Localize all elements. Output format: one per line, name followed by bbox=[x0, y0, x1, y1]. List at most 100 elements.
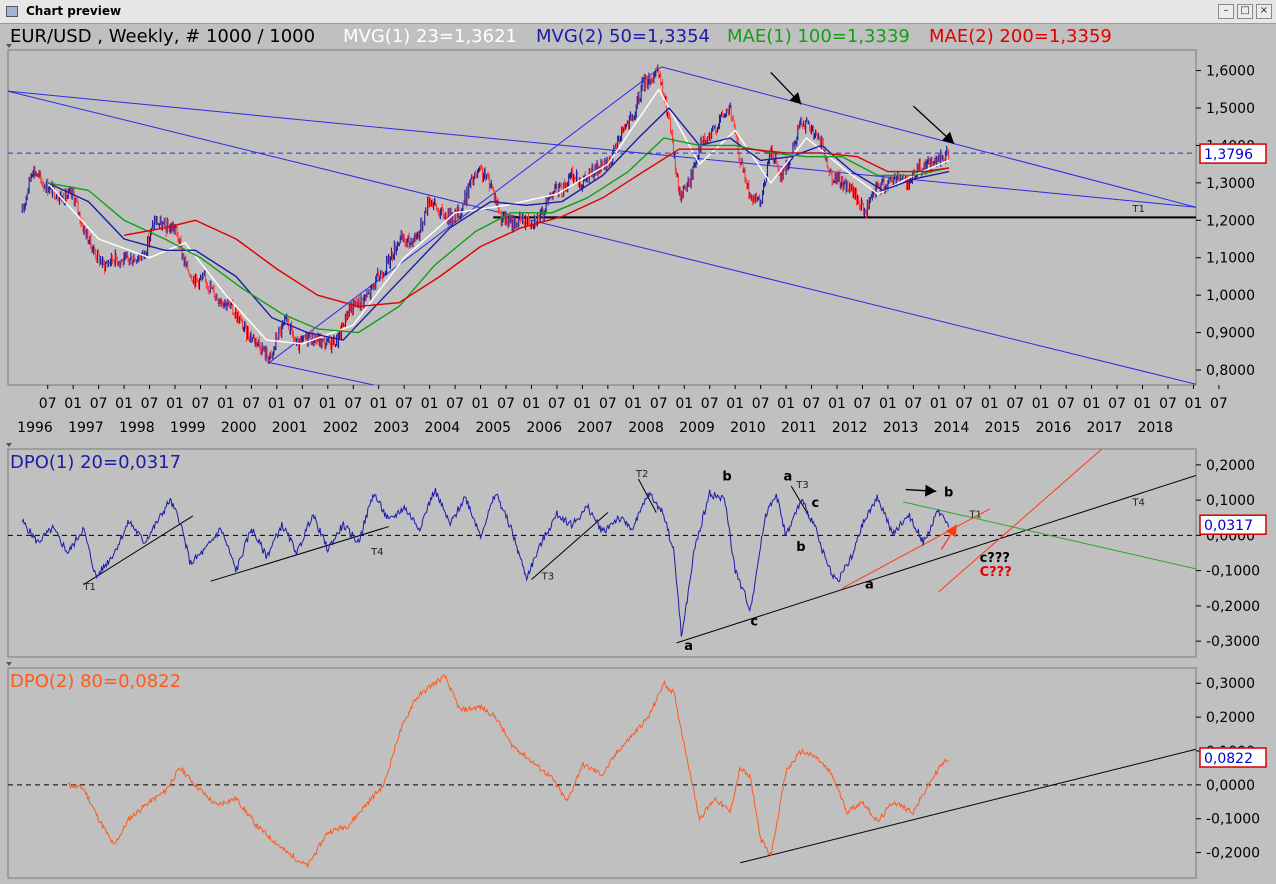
y-tick-label: 0,9000 bbox=[1206, 326, 1255, 342]
window-title: Chart preview bbox=[26, 4, 122, 18]
x-tick-month: 01 bbox=[1185, 396, 1203, 412]
legend: EUR/USD , Weekly, # 1000 / 1000 MVG(1) 23… bbox=[10, 26, 1112, 47]
ma-line-2 bbox=[47, 107, 950, 341]
x-tick-month: 07 bbox=[141, 396, 159, 412]
x-tick-year: 2010 bbox=[730, 420, 766, 436]
current-value-box bbox=[1199, 747, 1267, 768]
close-button[interactable]: × bbox=[1256, 4, 1272, 19]
minimize-button[interactable]: – bbox=[1218, 4, 1234, 19]
ma-line-4 bbox=[123, 148, 950, 308]
plot-area-pane-3 bbox=[7, 667, 1197, 879]
x-tick-month: 07 bbox=[1057, 396, 1075, 412]
dpo-line bbox=[67, 674, 949, 869]
x-tick-month: 07 bbox=[1108, 396, 1126, 412]
y-tick-label: 0,3000 bbox=[1206, 676, 1255, 692]
arrow-head bbox=[945, 524, 957, 538]
collapse-marker-1 bbox=[6, 44, 12, 48]
x-tick-month: 01 bbox=[523, 396, 541, 412]
wave-label-red: C??? bbox=[980, 565, 1012, 580]
pane-1: 1,60001,50001,40001,30001,20001,10001,00… bbox=[6, 26, 1267, 436]
plot-content-pane-3 bbox=[67, 674, 1196, 869]
y-tick-label: 0,0000 bbox=[1206, 778, 1255, 794]
x-tick-month: 01 bbox=[166, 396, 184, 412]
y-tick-label: 1,5000 bbox=[1206, 101, 1255, 117]
x-tick-month: 07 bbox=[192, 396, 210, 412]
x-tick-month: 07 bbox=[1210, 396, 1228, 412]
x-tick-month: 01 bbox=[1134, 396, 1152, 412]
x-tick-month: 07 bbox=[395, 396, 413, 412]
pane-3: 0,30000,20000,10000,0000-0,1000-0,20000,… bbox=[6, 662, 1267, 879]
wave-label: c bbox=[812, 496, 820, 511]
y-tick-label: 0,2000 bbox=[1206, 710, 1255, 726]
x-tick-year: 2003 bbox=[374, 420, 410, 436]
arrow-head bbox=[941, 131, 955, 144]
x-tick-month: 01 bbox=[726, 396, 744, 412]
current-value-box bbox=[1199, 514, 1267, 535]
chart-title: EUR/USD , Weekly, # 1000 / 1000 bbox=[10, 26, 315, 47]
x-tick-year: 2002 bbox=[323, 420, 359, 436]
x-tick-month: 07 bbox=[701, 396, 719, 412]
x-tick-month: 07 bbox=[599, 396, 617, 412]
wave-label: a bbox=[684, 639, 693, 654]
x-tick-year: 2006 bbox=[526, 420, 562, 436]
trendline bbox=[269, 362, 374, 385]
x-tick-year: 2007 bbox=[577, 420, 613, 436]
x-tick-month: 01 bbox=[675, 396, 693, 412]
indicator-title: DPO(1) 20=0,0317 bbox=[10, 452, 181, 473]
wave-label: c??? bbox=[980, 551, 1010, 566]
x-tick-month: 07 bbox=[344, 396, 362, 412]
current-value-label: 0,0822 bbox=[1204, 751, 1253, 767]
ma-line-3 bbox=[47, 137, 950, 334]
y-tick-label: 0,1000 bbox=[1206, 493, 1255, 509]
y-tick-label: -0,1000 bbox=[1206, 564, 1260, 580]
x-tick-year: 2014 bbox=[934, 420, 970, 436]
x-tick-month: 01 bbox=[217, 396, 235, 412]
x-tick-month: 07 bbox=[904, 396, 922, 412]
annotation-label: T1 bbox=[1131, 204, 1144, 215]
annotation-label: T4 bbox=[370, 547, 383, 558]
x-tick-year: 2013 bbox=[883, 420, 919, 436]
plot-area-pane-2 bbox=[7, 448, 1197, 658]
dpo-line bbox=[21, 487, 950, 637]
plot-content-pane-1: T1 bbox=[8, 64, 1196, 385]
x-tick-year: 2018 bbox=[1137, 420, 1173, 436]
trendline bbox=[8, 90, 1196, 208]
wave-label: b bbox=[796, 540, 805, 555]
y-tick-label: 1,3000 bbox=[1206, 176, 1255, 192]
x-tick-month: 01 bbox=[115, 396, 133, 412]
x-tick-year: 1996 bbox=[17, 420, 53, 436]
x-tick-month: 01 bbox=[930, 396, 948, 412]
x-tick-month: 01 bbox=[268, 396, 286, 412]
window-titlebar: Chart preview – □ × bbox=[0, 0, 1276, 24]
x-tick-month: 01 bbox=[421, 396, 439, 412]
x-tick-month: 07 bbox=[39, 396, 57, 412]
y-tick-label: -0,2000 bbox=[1206, 599, 1260, 615]
window-app-icon bbox=[6, 6, 18, 17]
x-tick-year: 2009 bbox=[679, 420, 715, 436]
legend-entry: MAE(1) 100=1,3339 bbox=[727, 26, 910, 47]
trendline bbox=[740, 748, 1196, 864]
current-value-label: 0,0317 bbox=[1204, 518, 1253, 534]
annotation-label: T2 bbox=[635, 469, 648, 480]
x-tick-month: 01 bbox=[319, 396, 337, 412]
legend-entry: MVG(2) 50=1,3354 bbox=[536, 26, 710, 47]
trendline bbox=[903, 501, 1196, 570]
y-tick-label: -0,1000 bbox=[1206, 812, 1260, 828]
maximize-button[interactable]: □ bbox=[1237, 4, 1253, 19]
x-tick-month: 01 bbox=[64, 396, 82, 412]
y-tick-label: 0,2000 bbox=[1206, 458, 1255, 474]
x-tick-month: 07 bbox=[1159, 396, 1177, 412]
y-tick-label: 1,1000 bbox=[1206, 251, 1255, 267]
x-tick-month: 01 bbox=[828, 396, 846, 412]
wave-label: b bbox=[722, 470, 731, 485]
trendline bbox=[938, 449, 1103, 593]
pane-2: 0,20000,10000,0000-0,1000-0,2000-0,3000T… bbox=[6, 443, 1267, 658]
chart-canvas: 1,60001,50001,40001,30001,20001,10001,00… bbox=[6, 26, 1267, 879]
wave-label: a bbox=[784, 470, 793, 485]
x-tick-month: 07 bbox=[650, 396, 668, 412]
annotation-label: T1 bbox=[968, 510, 981, 521]
annotation-label: T1 bbox=[82, 582, 95, 593]
x-tick-year: 2008 bbox=[628, 420, 664, 436]
y-tick-label: -0,3000 bbox=[1206, 634, 1260, 650]
legend-entry: MVG(1) 23=1,3621 bbox=[343, 26, 517, 47]
